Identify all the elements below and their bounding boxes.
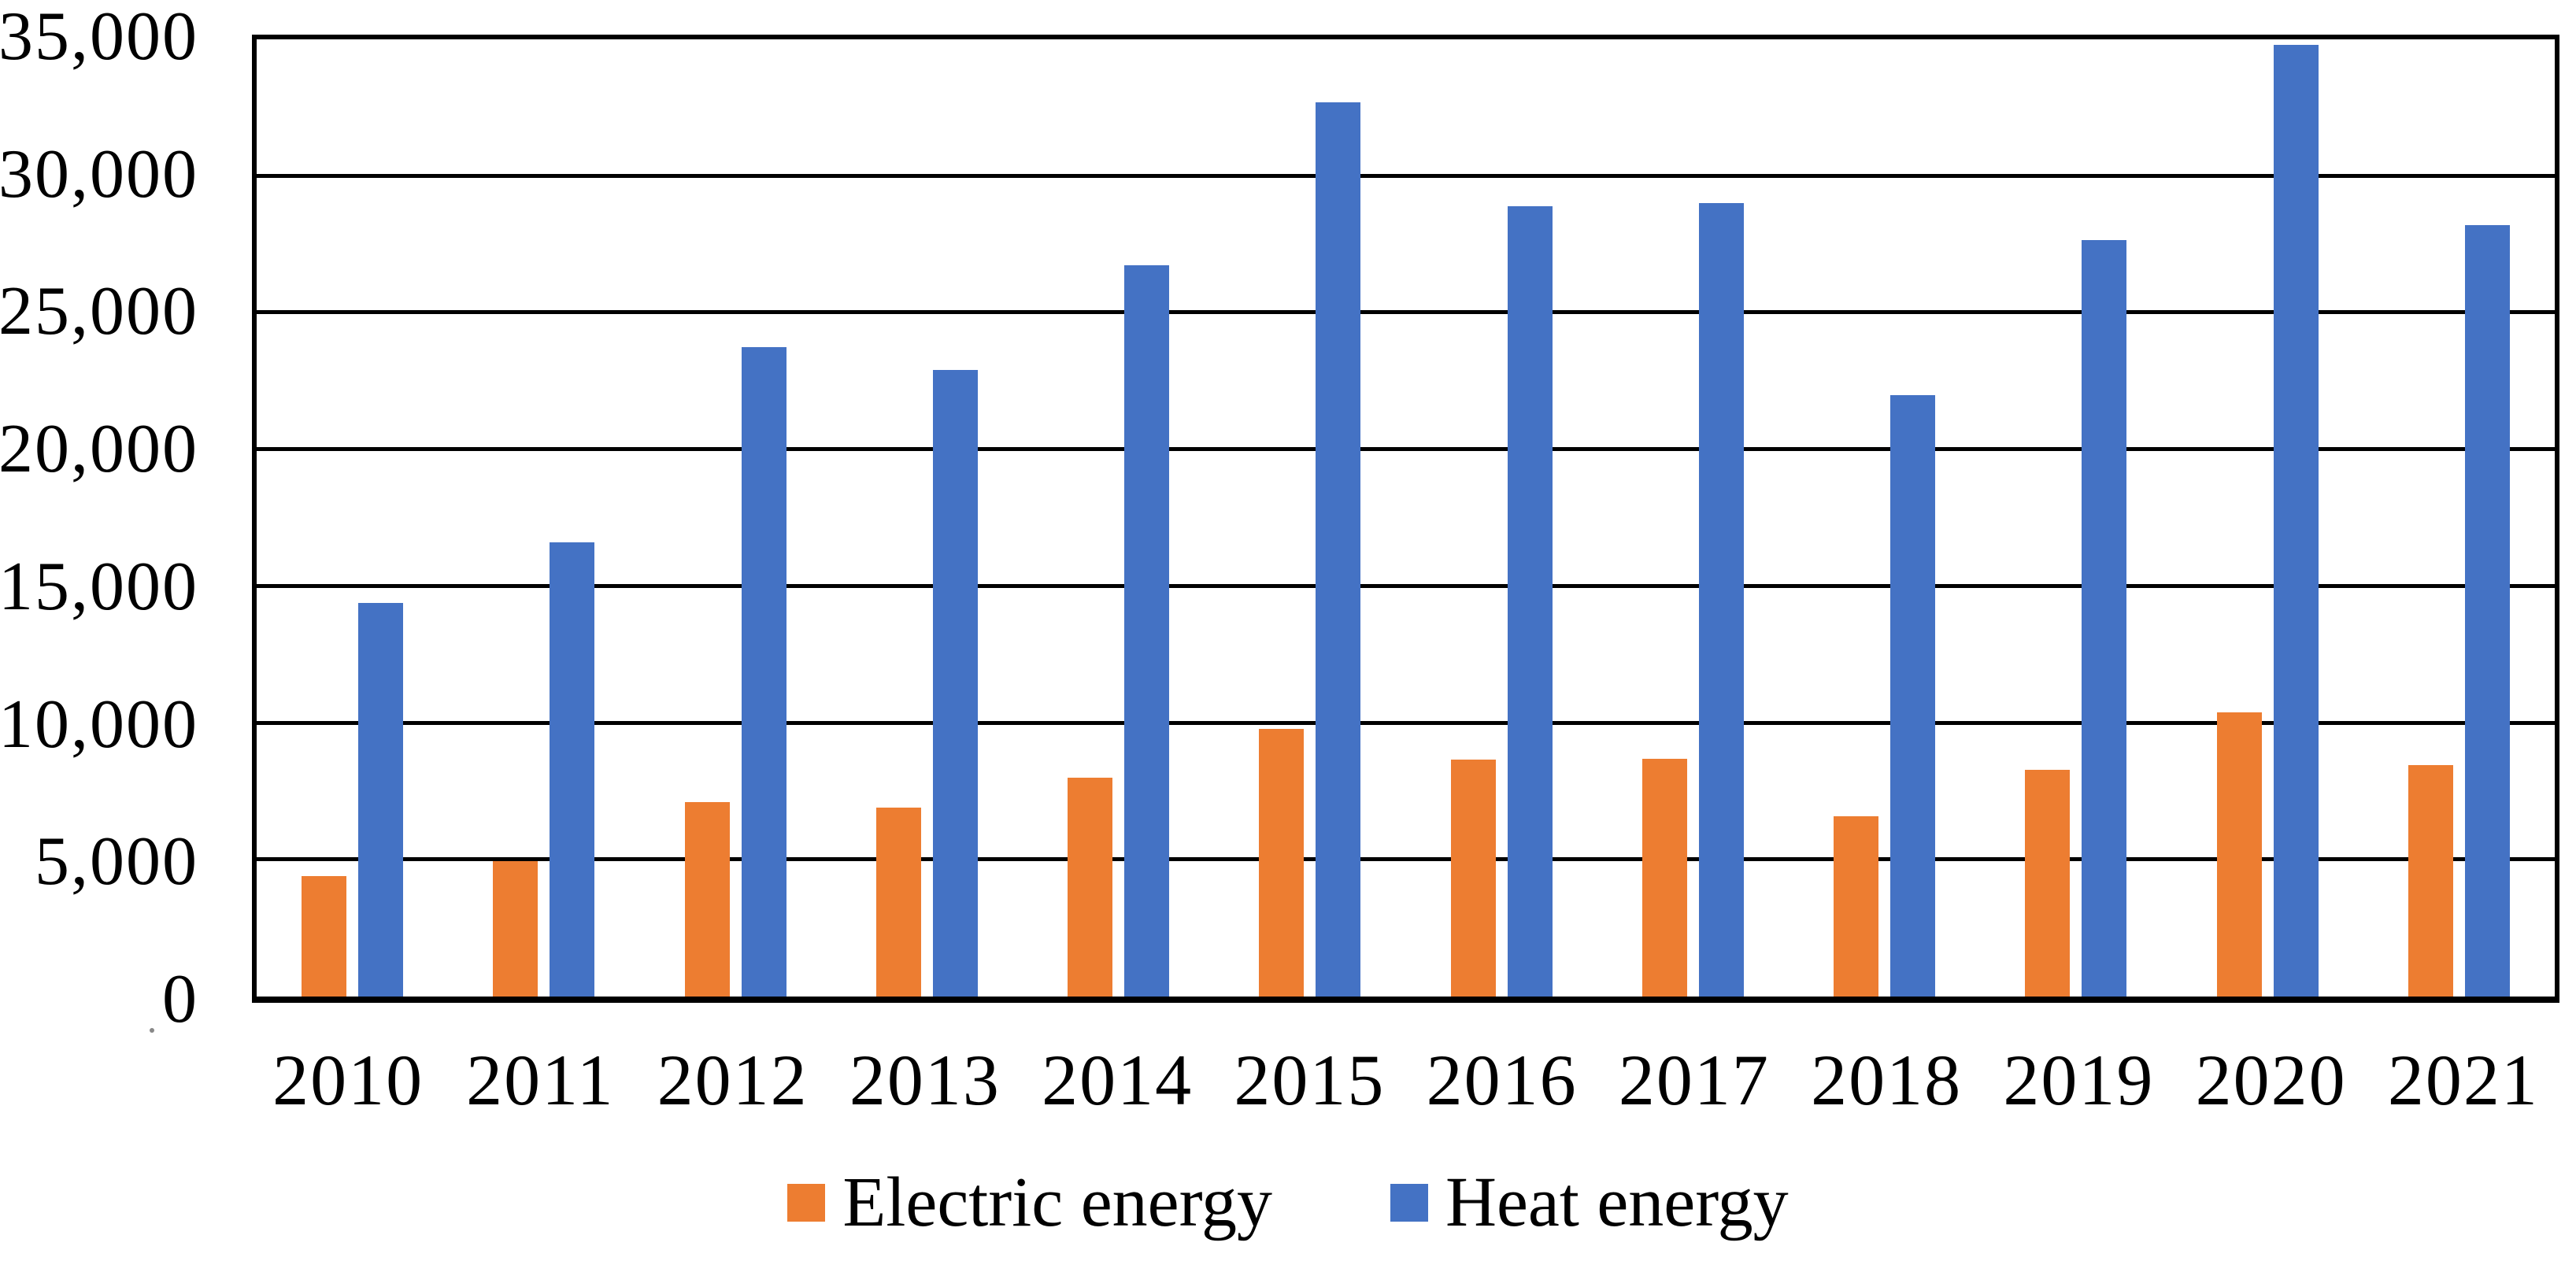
bar-group-2021 (2363, 39, 2555, 997)
y-tick-label-20000: 20,000 (0, 411, 198, 488)
bar-electric-energy-2016 (1450, 760, 1496, 997)
x-tick-label-2015: 2015 (1234, 1040, 1386, 1120)
y-tick-label-15000: 15,000 (0, 548, 198, 625)
legend-item-heat-energy: Heat energy (1390, 1167, 1789, 1238)
y-tick-label-30000: 30,000 (0, 135, 198, 213)
x-tick-label-2017: 2017 (1618, 1040, 1770, 1120)
legend-label: Heat energy (1445, 1163, 1789, 1241)
x-tick-label-2011: 2011 (466, 1040, 615, 1120)
bar-electric-energy-2021 (2408, 765, 2453, 997)
x-tick-label-2013: 2013 (849, 1040, 1001, 1120)
x-tick-label-2021: 2021 (2387, 1040, 2539, 1120)
bar-heat-energy-2013 (932, 370, 978, 997)
bar-heat-energy-2019 (2082, 240, 2127, 997)
bar-electric-energy-2015 (1259, 728, 1305, 997)
plot-area (252, 35, 2559, 1003)
stray-dot-artifact (150, 1028, 154, 1033)
bar-group-2012 (640, 39, 831, 997)
bar-group-2017 (1597, 39, 1789, 997)
x-tick-label-2018: 2018 (1811, 1040, 1963, 1120)
bar-group-2019 (1980, 39, 2171, 997)
x-tick-label-2014: 2014 (1042, 1040, 1194, 1120)
y-axis: 0 5,000 10,000 15,000 20,000 25,000 30,000 35,0… (0, 2, 198, 1034)
bar-electric-energy-2010 (302, 876, 347, 997)
legend: Electric energy Heat energy (0, 1167, 2576, 1239)
gridline-10000 (257, 720, 2555, 725)
x-tick-label-2019: 2019 (2003, 1040, 2155, 1120)
bar-group-2018 (1789, 39, 1980, 997)
bar-electric-energy-2017 (1641, 758, 1687, 997)
bar-heat-energy-2012 (741, 346, 786, 997)
x-tick-label-2020: 2020 (2195, 1040, 2347, 1120)
bar-electric-energy-2020 (2216, 712, 2262, 997)
bar-electric-energy-2011 (493, 861, 539, 997)
y-tick-label-5000: 5,000 (35, 823, 198, 900)
x-axis: 2010 2011 2012 2013 2014 2015 2016 2017 2018 2019… (252, 1040, 2559, 1120)
bar-group-2020 (2172, 39, 2363, 997)
bar-heat-energy-2021 (2464, 225, 2510, 997)
bar-heat-energy-2014 (1124, 264, 1170, 997)
bar-electric-energy-2019 (2025, 769, 2071, 997)
bar-electric-energy-2012 (684, 802, 730, 997)
bar-group-2015 (1214, 39, 1405, 997)
legend-item-electric-energy: Electric energy (787, 1167, 1272, 1238)
bar-group-2014 (1023, 39, 1214, 997)
bar-electric-energy-2014 (1068, 778, 1113, 997)
legend-marker-icon (787, 1184, 826, 1222)
gridline-30000 (257, 173, 2555, 178)
y-tick-label-25000: 25,000 (0, 273, 198, 350)
x-tick-label-2016: 2016 (1426, 1040, 1578, 1120)
bar-heat-energy-2011 (550, 542, 595, 997)
gridline-20000 (257, 447, 2555, 452)
bar-heat-energy-2015 (1316, 102, 1361, 997)
gridline-5000 (257, 857, 2555, 862)
legend-label: Electric energy (842, 1163, 1272, 1241)
bar-heat-energy-2010 (358, 602, 404, 997)
bar-group-2011 (448, 39, 639, 997)
bar-heat-energy-2017 (1698, 203, 1744, 997)
bar-heat-energy-2018 (1890, 394, 1936, 997)
y-tick-label-0: 0 (162, 961, 198, 1037)
bar-groups (257, 39, 2555, 997)
bar-heat-energy-2016 (1507, 205, 1553, 997)
gridline-15000 (257, 583, 2555, 588)
bar-heat-energy-2020 (2273, 44, 2319, 997)
bar-group-2016 (1406, 39, 1597, 997)
bar-electric-energy-2013 (875, 808, 921, 997)
y-tick-label-35000: 35,000 (0, 0, 198, 75)
legend-marker-icon (1390, 1184, 1428, 1222)
gridline-25000 (257, 310, 2555, 315)
bar-electric-energy-2018 (1834, 815, 1879, 997)
bar-group-2013 (831, 39, 1023, 997)
bar-group-2010 (257, 39, 448, 997)
y-tick-label-10000: 10,000 (0, 686, 198, 763)
x-tick-label-2010: 2010 (272, 1040, 424, 1120)
x-tick-label-2012: 2012 (657, 1040, 809, 1120)
